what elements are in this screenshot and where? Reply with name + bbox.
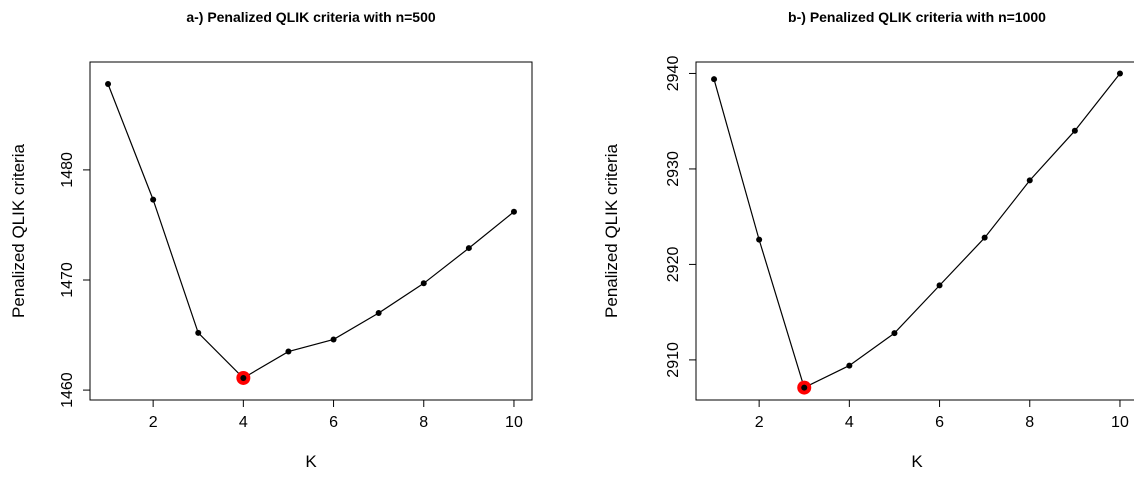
panel-b: b-) Penalized QLIK criteria with n=1000 … — [602, 9, 1134, 471]
x-tick-label-a: 10 — [505, 414, 523, 431]
data-point-a — [105, 81, 112, 88]
data-point-b — [846, 362, 853, 369]
data-point-a — [420, 280, 427, 287]
x-tick-label-b: 10 — [1111, 414, 1129, 431]
data-point-b — [1026, 177, 1033, 184]
data-point-b — [1116, 70, 1123, 77]
data-point-b — [981, 234, 988, 241]
y-tick-label-b: 2920 — [665, 247, 682, 283]
x-tick-label-b: 2 — [755, 414, 764, 431]
y-tick-label-a: 1480 — [59, 152, 76, 188]
data-point-a — [375, 310, 382, 317]
axes-b: 2 4 6 8 10 2910 2920 2930 2940 — [665, 56, 1129, 431]
data-point-a — [465, 245, 472, 252]
axes-a: 2 4 6 8 10 1460 1470 1480 — [59, 152, 523, 431]
x-tick-label-b: 4 — [845, 414, 854, 431]
x-tick-label-a: 8 — [419, 414, 428, 431]
data-point-b — [756, 236, 763, 243]
data-point-a — [195, 329, 202, 336]
panel-a: a-) Penalized QLIK criteria with n=500 2… — [9, 9, 533, 471]
data-point-b — [711, 76, 718, 83]
data-point-b — [1071, 127, 1078, 134]
data-point-a — [240, 374, 247, 381]
y-tick-label-a: 1470 — [59, 262, 76, 298]
x-axis-label-a: K — [305, 452, 317, 471]
series-line-b — [713, 73, 1121, 389]
y-tick-label-b: 2940 — [665, 56, 682, 92]
y-tick-label-a: 1460 — [59, 372, 76, 408]
y-tick-label-b: 2930 — [665, 151, 682, 187]
x-tick-label-b: 6 — [935, 414, 944, 431]
chart-title-b: b-) Penalized QLIK criteria with n=1000 — [788, 9, 1046, 25]
x-tick-label-a: 4 — [239, 414, 248, 431]
chart-title-a: a-) Penalized QLIK criteria with n=500 — [186, 9, 436, 25]
data-points-a — [105, 81, 517, 385]
y-axis-label-b: Penalized QLIK criteria — [602, 144, 621, 318]
x-tick-label-a: 6 — [329, 414, 338, 431]
data-points-b — [711, 70, 1123, 395]
x-tick-label-a: 2 — [149, 414, 158, 431]
y-tick-label-b: 2910 — [665, 342, 682, 378]
plot-frame-b — [695, 61, 1134, 401]
data-point-a — [150, 196, 157, 203]
data-point-a — [510, 208, 517, 215]
data-point-a — [330, 336, 337, 343]
x-axis-label-b: K — [911, 452, 923, 471]
data-point-a — [285, 348, 292, 355]
data-point-b — [891, 330, 898, 337]
data-point-b — [801, 384, 808, 391]
series-line-a — [107, 83, 515, 379]
y-axis-label-a: Penalized QLIK criteria — [9, 144, 28, 318]
data-point-b — [936, 282, 943, 289]
x-tick-label-b: 8 — [1025, 414, 1034, 431]
plot-frame-a — [89, 61, 533, 401]
